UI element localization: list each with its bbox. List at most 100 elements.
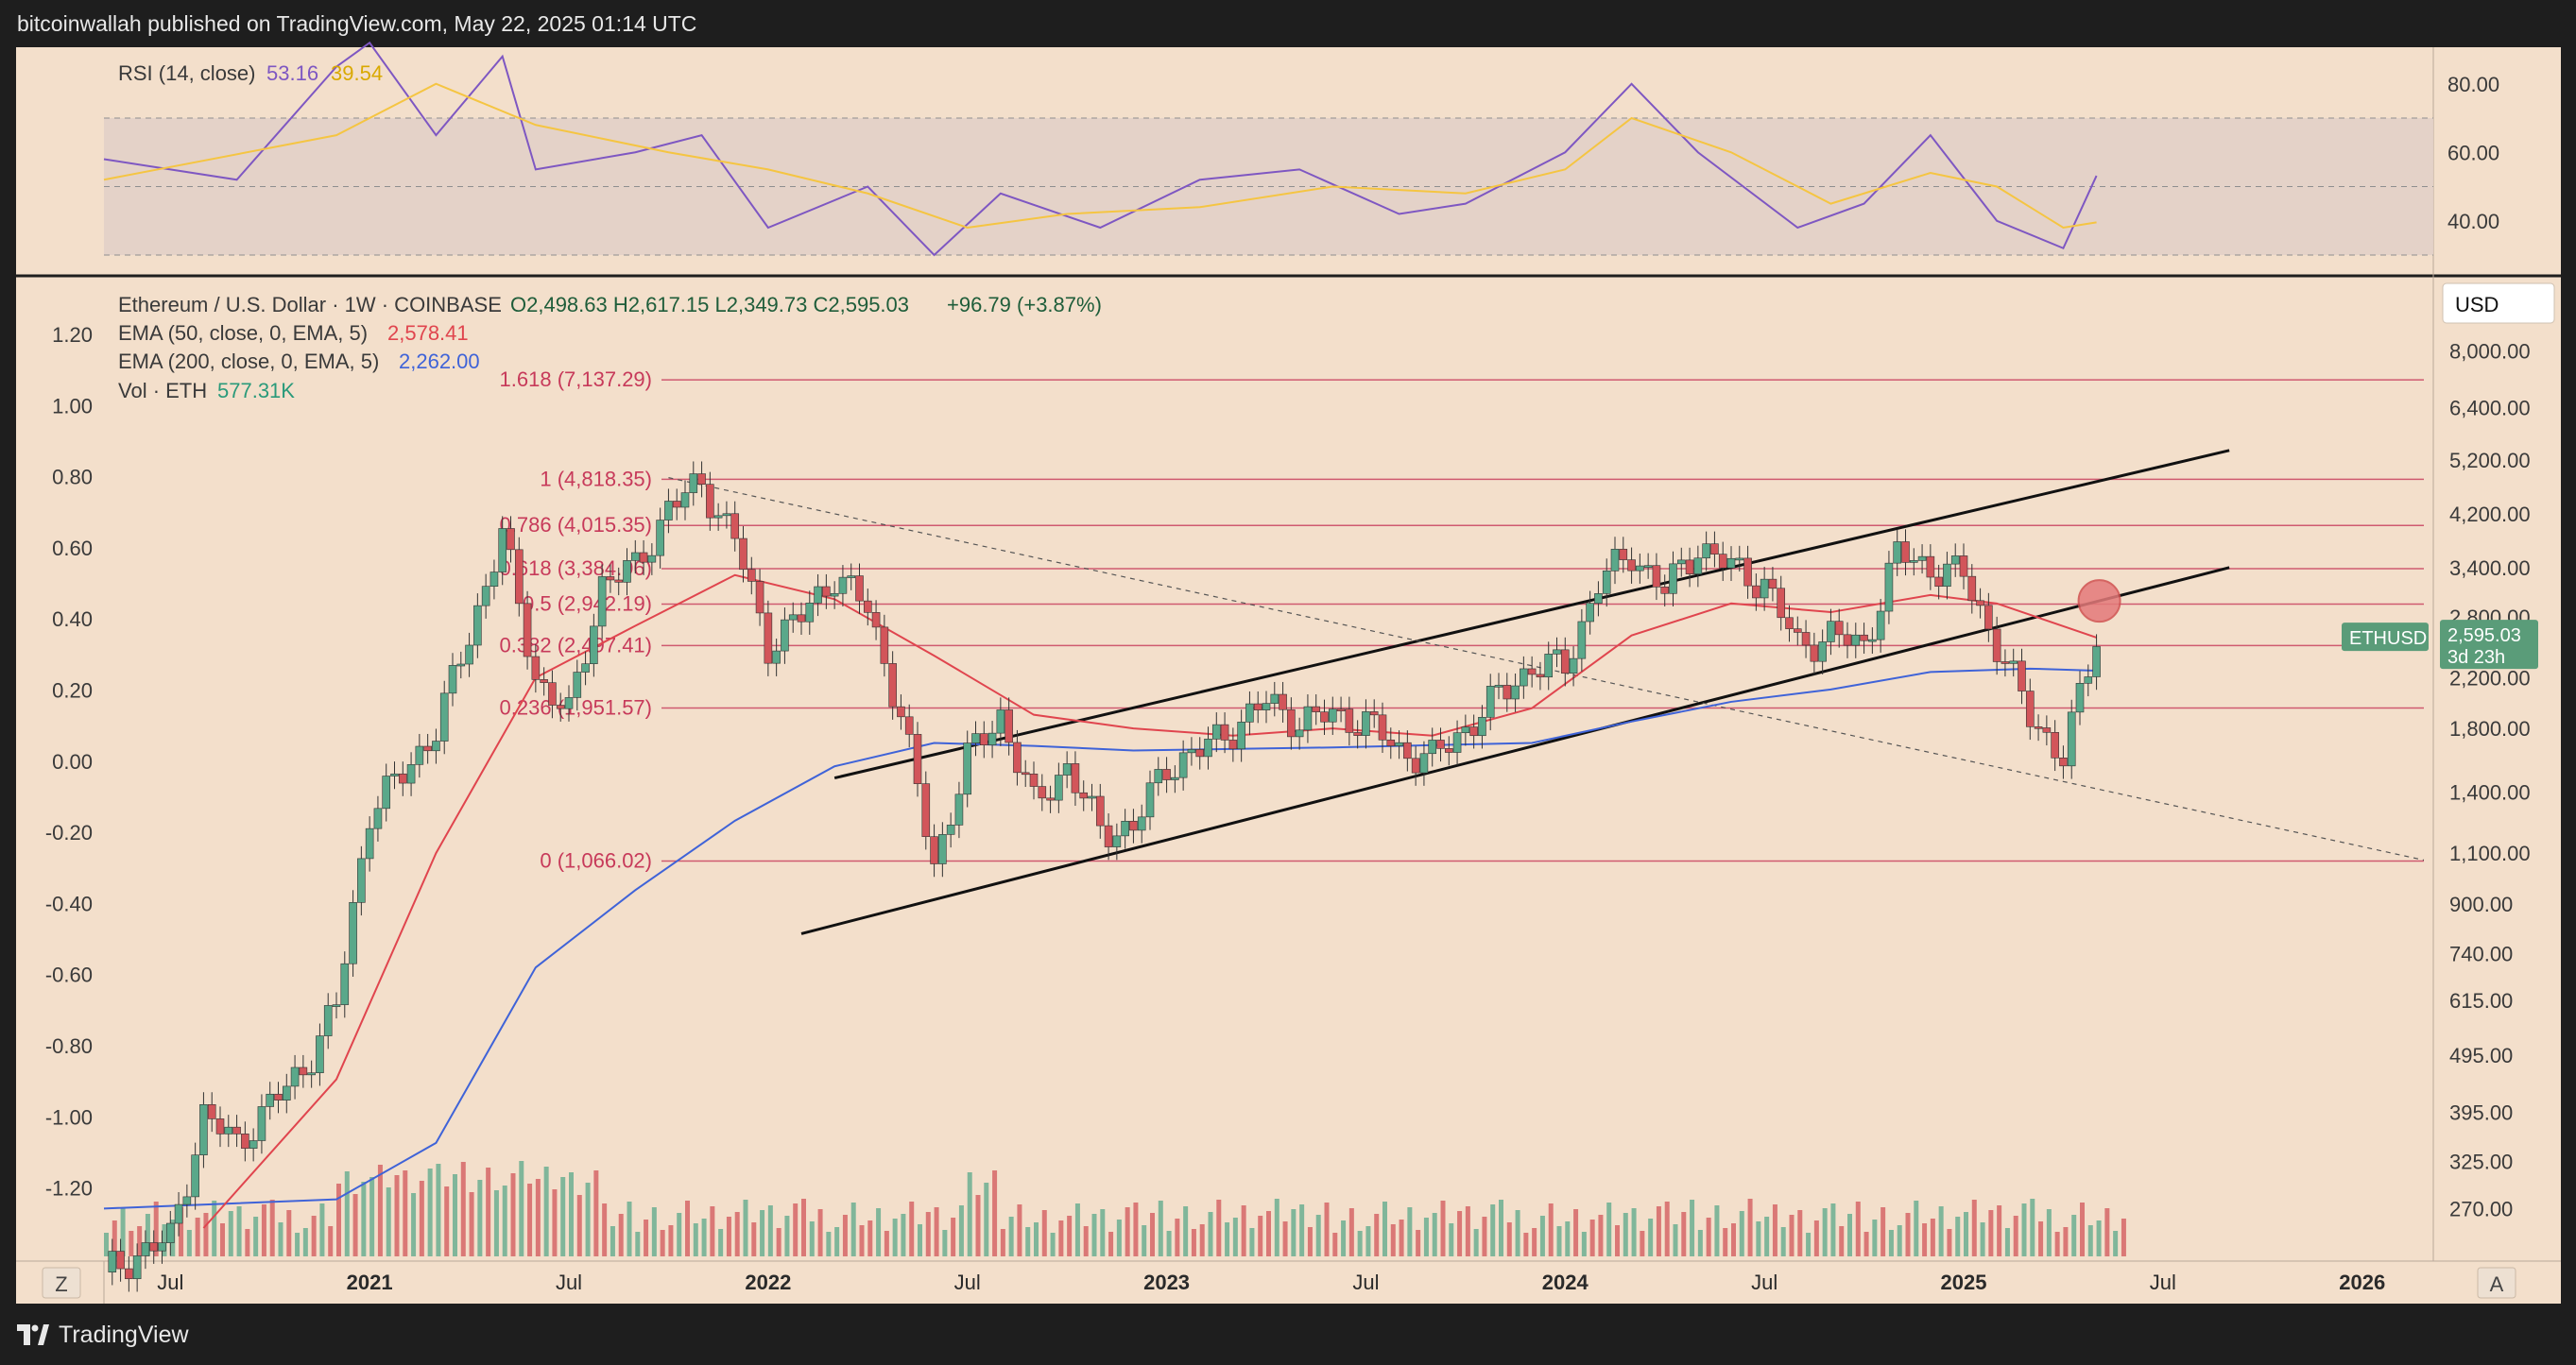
candle-body xyxy=(623,560,631,583)
candle-body xyxy=(2025,691,2035,727)
rsi-tick-label: 60.00 xyxy=(2447,141,2499,164)
volume-bar xyxy=(1797,1210,1803,1256)
symbol-tag[interactable] xyxy=(2342,623,2429,652)
volume-bar xyxy=(1515,1210,1520,1256)
volume-bar xyxy=(1407,1207,1413,1256)
candle-body xyxy=(282,1085,291,1101)
volume-bar xyxy=(377,1165,383,1256)
volume-bar xyxy=(751,1222,757,1256)
candle-body xyxy=(406,764,416,784)
volume-bar xyxy=(1183,1206,1189,1256)
candle-body xyxy=(1810,644,1819,662)
candle-body xyxy=(2067,711,2076,767)
tradingview-logo[interactable]: TradingView xyxy=(17,1316,189,1354)
volume-bar xyxy=(1697,1230,1703,1256)
candle-body xyxy=(938,834,947,864)
volume-bar xyxy=(1199,1224,1205,1256)
volume-bar xyxy=(1772,1204,1777,1256)
volume-bar xyxy=(220,1223,225,1256)
candle-body xyxy=(1062,763,1072,776)
fib-label: 0 (1,066.02) xyxy=(540,848,652,872)
time-tick-label: Jul xyxy=(1751,1271,1777,1294)
rsi-title: RSI (14, close) xyxy=(118,61,256,85)
time-tick-label: 2024 xyxy=(1542,1271,1589,1294)
volume-bar xyxy=(1034,1222,1039,1256)
candle-body xyxy=(531,656,541,680)
volume-bar xyxy=(918,1224,922,1256)
volume-bar xyxy=(1855,1202,1861,1256)
volume-bar xyxy=(212,1201,217,1256)
last-price-tag[interactable] xyxy=(2440,620,2538,670)
volume-bar xyxy=(1291,1209,1297,1256)
candle-body xyxy=(1943,563,1951,588)
candle-body xyxy=(174,1203,183,1224)
brand-name: TradingView xyxy=(59,1321,189,1348)
candle-body xyxy=(1801,632,1811,646)
currency-selector[interactable] xyxy=(2442,282,2555,324)
rsi-ma-value: 39.54 xyxy=(331,61,383,85)
candle-body xyxy=(1137,816,1146,831)
volume-bar xyxy=(486,1168,491,1256)
volume-bar xyxy=(386,1187,391,1256)
candle-body xyxy=(423,745,432,752)
volume-bar xyxy=(1739,1211,1744,1256)
volume-bar xyxy=(1374,1214,1380,1256)
candle-body xyxy=(781,619,789,652)
volume-bar xyxy=(1423,1218,1429,1256)
volume-bar xyxy=(1847,1214,1852,1256)
volume-bar xyxy=(1656,1206,1661,1256)
volume-bar xyxy=(153,1202,159,1256)
volume-bar xyxy=(2054,1232,2060,1256)
candle-body xyxy=(871,612,881,628)
candle-body xyxy=(1154,769,1163,784)
volume-bar xyxy=(1539,1216,1545,1256)
volume-bar xyxy=(2013,1216,2018,1256)
volume-bar xyxy=(1830,1203,1836,1256)
volume-bar xyxy=(2096,1220,2102,1256)
volume-bar xyxy=(319,1203,325,1256)
candle-body xyxy=(498,528,507,572)
volume-bar xyxy=(760,1210,765,1256)
volume-bar xyxy=(909,1202,915,1256)
price-tick-label: 615.00 xyxy=(2449,989,2513,1013)
volume-bar xyxy=(145,1214,150,1256)
volume-bar xyxy=(1100,1209,1106,1256)
rsi-line xyxy=(103,41,2098,257)
time-tick-label: Jul xyxy=(2150,1271,2176,1294)
candle-body xyxy=(1104,825,1113,847)
candle-body xyxy=(1785,617,1794,629)
candle-body xyxy=(1868,639,1877,642)
volume-bar xyxy=(1648,1219,1654,1256)
candle-body xyxy=(274,1093,283,1101)
volume-bar xyxy=(1258,1216,1263,1256)
volume-bar xyxy=(1640,1231,1645,1256)
candle-body xyxy=(182,1196,192,1205)
candle-body xyxy=(1926,555,1935,578)
volume-bar xyxy=(1606,1203,1612,1256)
candle-body xyxy=(1395,742,1403,746)
volume-bar xyxy=(453,1174,457,1256)
candle-body xyxy=(706,484,714,519)
fib-label: 1.618 (7,137.29) xyxy=(500,367,652,391)
volume-bar xyxy=(1133,1203,1139,1256)
candle-body xyxy=(1884,562,1894,612)
left-axis-tick-label: 0.40 xyxy=(52,607,93,631)
volume-bar xyxy=(876,1208,882,1256)
autoscale-button[interactable] xyxy=(2477,1267,2516,1299)
volume-bar xyxy=(1723,1228,1728,1256)
volume-bar xyxy=(1938,1206,1944,1256)
candle-body xyxy=(597,576,607,627)
volume-bar xyxy=(1565,1221,1571,1256)
timezone-button[interactable] xyxy=(42,1267,81,1299)
chart-frame xyxy=(16,47,2561,1304)
volume-bar xyxy=(436,1164,441,1256)
volume-bar xyxy=(1216,1200,1222,1256)
volume-bar xyxy=(934,1207,939,1256)
time-tick-label: 2025 xyxy=(1941,1271,1987,1294)
ohlc-values: O2,498.63 H2,617.15 L2,349.73 C2,595.03 xyxy=(510,293,909,316)
volume-bar xyxy=(460,1162,466,1256)
left-axis-tick-label: 1.20 xyxy=(52,323,93,347)
volume-bar xyxy=(602,1203,608,1256)
volume-bar xyxy=(1714,1205,1720,1256)
